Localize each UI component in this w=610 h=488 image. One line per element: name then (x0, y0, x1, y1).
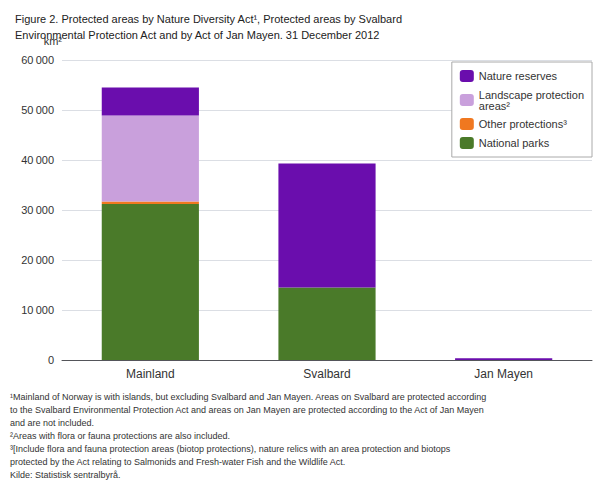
svg-text:to the Svalbard Environmental: to the Svalbard Environmental Protection… (10, 405, 484, 415)
svg-text:Other protections³: Other protections³ (479, 118, 567, 130)
svg-text:10 000: 10 000 (21, 304, 54, 316)
svg-text:Figure 2. Protected areas by N: Figure 2. Protected areas by Nature Dive… (15, 13, 402, 25)
svg-text:and are not included.: and are not included. (10, 418, 94, 428)
svg-text:Mainland: Mainland (126, 367, 175, 381)
svg-text:50 000: 50 000 (21, 104, 54, 116)
svg-text:areas²: areas² (479, 100, 511, 112)
svg-text:Landscape protection: Landscape protection (478, 88, 584, 101)
svg-text:30 000: 30 000 (21, 204, 54, 216)
svg-text:²Areas with flora or fauna pro: ²Areas with flora or fauna protections a… (10, 431, 230, 441)
svg-text:¹Mainland of Norway is with is: ¹Mainland of Norway is with islands, but… (10, 392, 486, 402)
svg-text:Kilde: Statistisk sentralbyrå.: Kilde: Statistisk sentralbyrå. (10, 470, 121, 480)
svg-text:Svalbard: Svalbard (303, 367, 350, 381)
svg-text:protected by the Act relating: protected by the Act relating to Salmoni… (10, 457, 345, 467)
svg-text:20 000: 20 000 (21, 254, 54, 266)
svg-text:National parks: National parks (479, 137, 550, 149)
svg-text:60 000: 60 000 (21, 54, 54, 66)
svg-text:Jan Mayen: Jan Mayen (474, 367, 533, 381)
svg-text:0: 0 (48, 354, 54, 366)
svg-text:Nature reserves: Nature reserves (479, 70, 558, 82)
svg-text:³[Include flora and fauna prot: ³[Include flora and fauna protection are… (10, 444, 451, 454)
svg-text:40 000: 40 000 (21, 154, 54, 166)
svg-text:Environmental Protection Act a: Environmental Protection Act and by Act … (15, 29, 379, 41)
